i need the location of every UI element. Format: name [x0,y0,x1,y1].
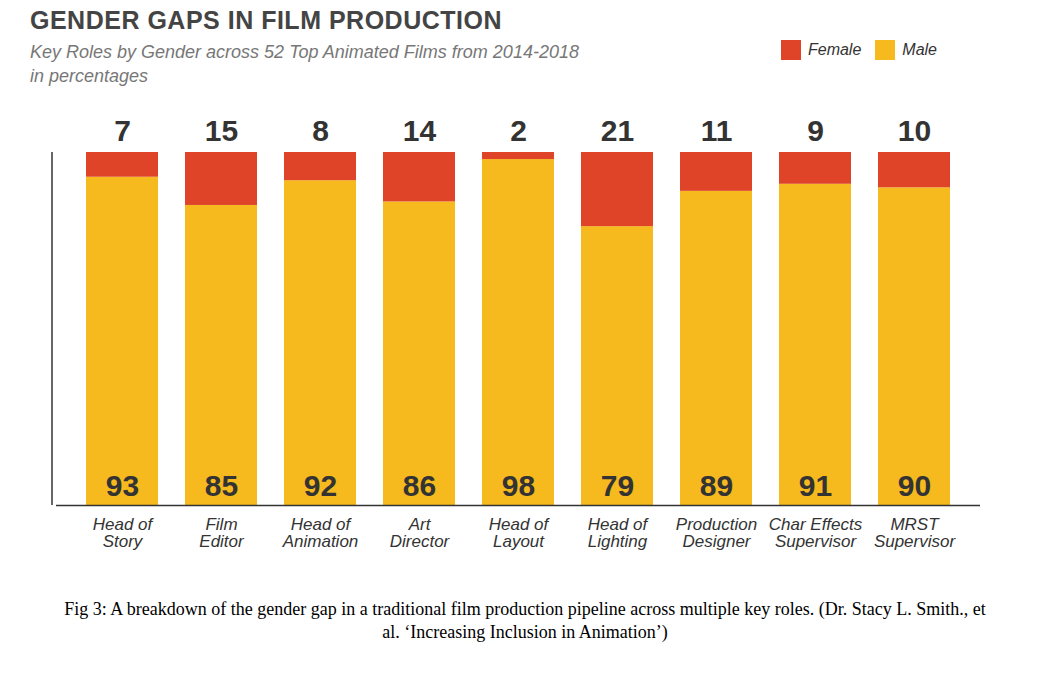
svg-text:8: 8 [312,114,329,147]
svg-text:ArtDirector: ArtDirector [390,515,451,551]
svg-text:9: 9 [807,114,824,147]
html-text:Female: Female [808,41,862,58]
svg-text:98: 98 [502,469,535,502]
svg-text:Char EffectsSupervisor: Char EffectsSupervisor [769,515,863,551]
svg-text:91: 91 [799,469,832,502]
svg-text:MRSTSupervisor: MRSTSupervisor [874,515,957,551]
svg-text:Head ofStory: Head ofStory [93,515,155,551]
html-text:Key Roles by Gender across 52: Key Roles by Gender across 52 Top Animat… [30,42,579,86]
svg-text:14: 14 [403,114,437,147]
svg-text:86: 86 [403,469,436,502]
html-text:Male: Male [902,41,937,58]
svg-text:85: 85 [205,469,238,502]
svg-text:11: 11 [701,114,733,147]
svg-text:ProductionDesigner: ProductionDesigner [676,515,757,551]
svg-text:90: 90 [898,469,931,502]
svg-text:89: 89 [700,469,733,502]
svg-text:2: 2 [510,114,527,147]
svg-text:7: 7 [114,114,131,147]
svg-text:FilmEditor: FilmEditor [199,515,245,551]
svg-text:92: 92 [304,469,337,502]
svg-text:21: 21 [601,114,634,147]
svg-text:Head ofLayout: Head ofLayout [489,515,551,551]
svg-text:Head ofAnimation: Head ofAnimation [282,515,359,551]
svg-text:79: 79 [601,469,634,502]
svg-text:10: 10 [898,114,931,147]
html-text:Fig 3: A breakdown of the gend: Fig 3: A breakdown of the gender gap in … [64,599,986,642]
svg-text:93: 93 [106,469,139,502]
svg-text:Head ofLighting: Head ofLighting [588,515,650,551]
svg-text:15: 15 [205,114,238,147]
html-text:GENDER GAPS IN FILM PRODUCTION: GENDER GAPS IN FILM PRODUCTION [30,6,502,34]
